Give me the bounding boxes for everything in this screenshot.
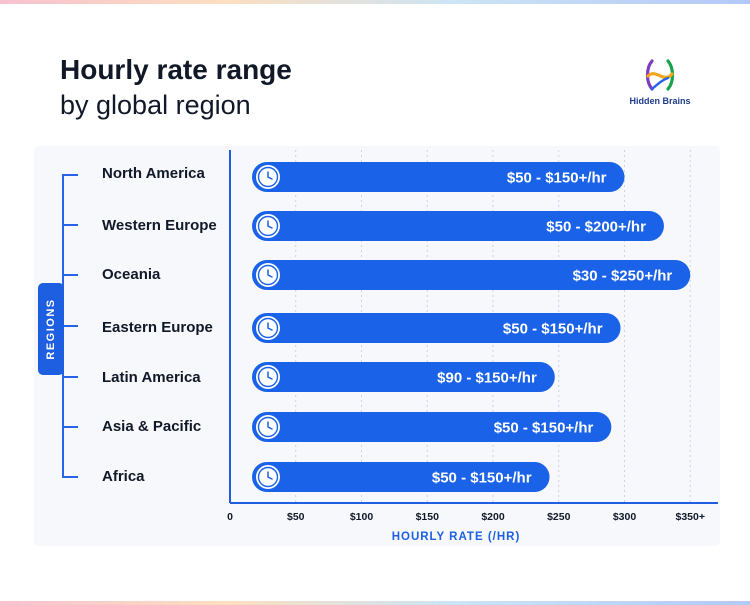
bar [252, 462, 550, 492]
top-accent-line [0, 0, 750, 4]
hidden-brains-logo: Hidden Brains [622, 58, 698, 106]
bracket-tick [62, 274, 78, 276]
bracket-tick [62, 426, 78, 428]
clock-hands [267, 471, 273, 480]
clock-face [257, 416, 279, 438]
bar-group: $50 - $150+/hr [252, 313, 621, 343]
bar-value-label: $50 - $200+/hr [546, 219, 646, 236]
clock-hands [267, 421, 273, 430]
x-tick-label: $150 [416, 511, 440, 523]
region-label: Asia & Pacific [102, 418, 202, 435]
bar-group: $50 - $150+/hr [252, 462, 550, 492]
bottom-accent-line [0, 601, 750, 605]
regions-axis-badge: REGIONS [38, 283, 64, 375]
bar [252, 211, 664, 241]
region-label: North America [102, 165, 205, 182]
bar-value-label: $30 - $250+/hr [573, 268, 673, 285]
clock-hands [267, 269, 273, 278]
bar [252, 260, 691, 290]
bar-value-label: $50 - $150+/hr [494, 420, 594, 437]
region-label: Latin America [102, 369, 201, 386]
bar [252, 362, 555, 392]
bar-group: $30 - $250+/hr [252, 260, 691, 290]
clock-face [257, 366, 279, 388]
bar-value-label: $90 - $150+/hr [437, 370, 537, 387]
region-label: Western Europe [102, 217, 217, 234]
x-tick-label: $350+ [676, 511, 706, 523]
page-title: Hourly rate range [60, 54, 292, 85]
bracket-tick [62, 224, 78, 226]
bar-group: $90 - $150+/hr [252, 362, 555, 392]
bar-group: $50 - $150+/hr [252, 162, 625, 192]
x-tick-label: $300 [613, 511, 637, 523]
x-tick-label: 0 [227, 511, 233, 523]
x-tick-label: $250 [547, 511, 571, 523]
x-tick-label: $50 [287, 511, 305, 523]
bar [252, 412, 612, 442]
clock-face [257, 466, 279, 488]
region-label: Oceania [102, 266, 161, 283]
region-label: Africa [102, 468, 145, 485]
clock-face [257, 215, 279, 237]
logo-text: Hidden Brains [629, 96, 691, 106]
region-label: Eastern Europe [102, 319, 213, 336]
clock-hands [267, 220, 273, 229]
clock-hands [267, 171, 273, 180]
bracket-tick [62, 325, 78, 327]
page-subtitle: by global region [60, 90, 251, 120]
logo-mark-icon [645, 59, 675, 91]
x-axis-title: HOURLY RATE (/HR) [391, 531, 521, 543]
clock-hands [267, 322, 273, 331]
bar-value-label: $50 - $150+/hr [503, 321, 603, 338]
clock-face [257, 317, 279, 339]
bracket-tick [62, 376, 78, 378]
bar [252, 162, 625, 192]
bar [252, 313, 621, 343]
bar-value-label: $50 - $150+/hr [432, 470, 532, 487]
clock-face [257, 166, 279, 188]
clock-face [257, 264, 279, 286]
bar-group: $50 - $200+/hr [252, 211, 664, 241]
bar-value-label: $50 - $150+/hr [507, 170, 607, 187]
bracket-tick [62, 174, 78, 176]
clock-hands [267, 371, 273, 380]
bar-group: $50 - $150+/hr [252, 412, 612, 442]
bracket-tick [62, 476, 78, 478]
x-tick-label: $100 [350, 511, 374, 523]
x-tick-label: $200 [481, 511, 505, 523]
